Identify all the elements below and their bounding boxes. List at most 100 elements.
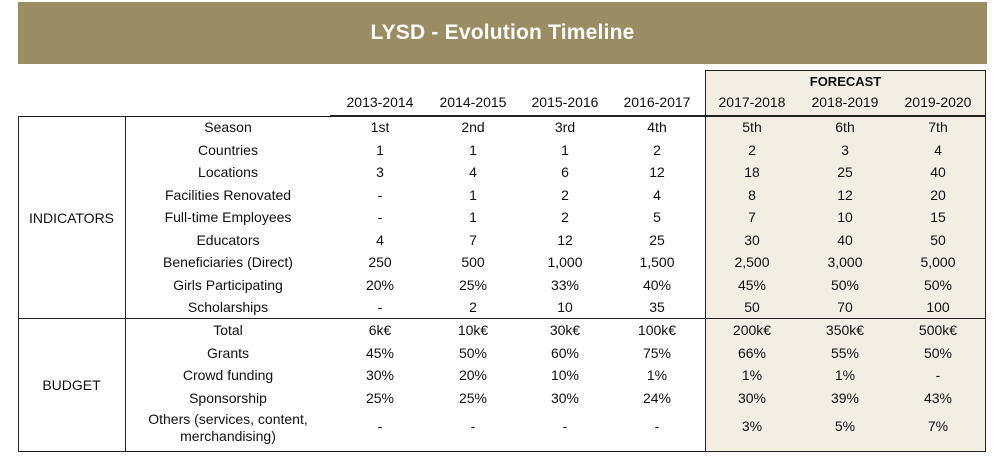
table-cell: 250 (368, 254, 392, 270)
table-cell: 25% (458, 276, 488, 293)
table-cell: 50% (458, 344, 488, 361)
table-cell: 3 (376, 164, 384, 180)
table-cell: 100 (926, 299, 950, 315)
forecast-section (705, 70, 986, 452)
table-cell: 45% (737, 276, 767, 293)
row-label: Season (204, 119, 252, 135)
table-cell: 30% (365, 367, 395, 383)
indicators-label: INDICATORS (28, 209, 115, 226)
table-cell: 500k€ (918, 322, 958, 338)
table-cell: 18 (744, 164, 760, 180)
row-label: Others (services, content, merchandising) (148, 411, 308, 444)
table-row: Girls Participating 20% 25% 33% 40% 45% 50% 50% (126, 274, 986, 296)
table-cell: 1% (834, 367, 856, 383)
table-cell: 40% (642, 276, 672, 293)
table-cell: 8 (748, 186, 756, 203)
table-cell: 10 (557, 299, 573, 315)
table-cell: 1 (469, 141, 477, 158)
row-label: Girls Participating (173, 276, 283, 293)
table-cell: 350k€ (825, 322, 865, 338)
table-cell: 4th (647, 119, 667, 135)
table-cell: 45% (365, 344, 395, 361)
table-row: Countries 1 1 1 2 2 3 4 (126, 139, 986, 161)
group-divider (125, 116, 126, 319)
table-cell: 4 (653, 186, 661, 203)
table-cell: 1,000 (547, 254, 583, 270)
table-cell: 2 (653, 141, 661, 158)
row-label: Scholarships (187, 299, 269, 315)
table-cell: 1 (469, 209, 477, 225)
table-cell: 66% (737, 344, 767, 361)
table-cell: 7 (748, 209, 756, 225)
table-cell: 12 (557, 231, 573, 248)
year-header: 2019-2020 (904, 94, 972, 110)
table-row: Crowd funding 30% 20% 10% 1% 1% 1% - (126, 364, 986, 386)
table-cell: 12 (837, 186, 853, 203)
table-cell: 25 (649, 231, 665, 248)
table-cell: 100k€ (637, 322, 677, 338)
table-cell: 4 (376, 231, 384, 248)
table-cell: 12 (649, 164, 665, 180)
table-cell: 50% (923, 344, 953, 361)
table-row: Total 6k€ 10k€ 30k€ 100k€ 200k€ 350k€ 500k€ (126, 319, 986, 341)
table-row: Educators 4 7 12 25 30 40 50 (126, 229, 986, 251)
table-cell: 20% (458, 367, 488, 383)
table-cell: 7th (928, 119, 948, 135)
table-cell: 30k€ (549, 322, 581, 338)
table-cell: 60% (550, 344, 580, 361)
table-cell: 55% (830, 344, 860, 361)
table-cell: 3 (841, 141, 849, 158)
table-row: Locations 3 4 6 12 18 25 40 (126, 161, 986, 183)
table-cell: 2 (561, 186, 569, 203)
table-cell: 30 (744, 231, 760, 248)
year-header: 2015-2016 (531, 94, 599, 110)
table-cell: - (654, 418, 660, 434)
title-banner: LYSD - Evolution Timeline (18, 2, 987, 64)
table-cell: 25% (365, 389, 395, 406)
year-header: 2014-2015 (439, 94, 507, 110)
table-row: Facilities Renovated -1 2 4 8 12 20 (126, 184, 986, 206)
budget-group (18, 318, 986, 452)
table-row: Scholarships - 2 10 35 50 70 100 (126, 296, 986, 318)
table-cell: 7 (469, 231, 477, 248)
row-label: Educators (196, 231, 260, 248)
table-row: Sponsorship 25% 25% 30% 24% 30% 39% 43% (126, 387, 986, 409)
budget-label: BUDGET (42, 377, 101, 393)
table-cell: - (377, 209, 383, 225)
row-label: Facilities Renovated (164, 186, 292, 203)
table-cell: 2 (469, 299, 477, 315)
table-cell: 2,500 (734, 254, 770, 270)
table-cell: 6k€ (368, 322, 392, 338)
table-cell: - (562, 418, 568, 434)
row-label: Crowd funding (182, 367, 274, 383)
table-cell: 4 (469, 164, 477, 180)
table-cell: 30% (550, 389, 580, 406)
table-cell: 2 (561, 209, 569, 225)
table-cell: 3,000 (827, 254, 863, 270)
table-cell: 40 (837, 231, 853, 248)
table-row: Others (services, content, merchandising)… (126, 409, 986, 445)
row-label: Sponsorship (189, 389, 267, 406)
table-row: Grants 45% 50% 60% 75% 66% 55% 50% (126, 342, 986, 364)
table-cell: 15 (930, 209, 946, 225)
table-cell: 200k€ (732, 322, 772, 338)
row-label: Locations (198, 164, 258, 180)
table-cell: 5% (834, 418, 856, 434)
table-row: Full-time Employees - 1 2 5 7 10 15 (126, 206, 986, 228)
table-cell: 50% (830, 276, 860, 293)
table-cell: 50 (930, 231, 946, 248)
year-header: 2017-2018 (718, 94, 786, 110)
table-cell: 25% (458, 389, 488, 406)
table-cell: 10 (837, 209, 853, 225)
table-cell: 1% (646, 367, 668, 383)
table-cell: 70 (837, 299, 853, 315)
header-divider (330, 115, 986, 116)
table-cell: 20% (365, 276, 395, 293)
table-cell: 6 (561, 164, 569, 180)
table-cell: 2nd (461, 119, 485, 135)
table-cell: - (377, 186, 383, 203)
table-cell: - (377, 418, 383, 434)
table-cell: 2 (748, 141, 756, 158)
row-label: Grants (206, 344, 249, 361)
table-cell: 3rd (554, 119, 576, 135)
